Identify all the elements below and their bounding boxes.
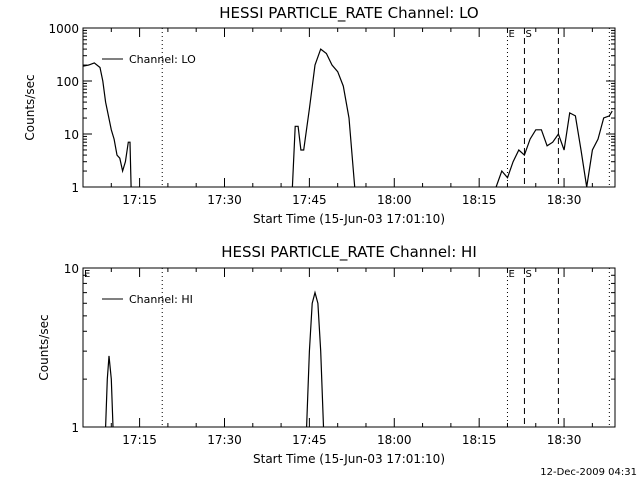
x-tick-label: 18:00 <box>377 193 412 207</box>
legend-label: Channel: HI <box>129 293 193 306</box>
event-marker-label: E <box>508 29 514 40</box>
series-line-segment <box>105 355 114 428</box>
y-axis-label: Counts/sec <box>37 314 51 380</box>
hi-channel-panel: HESSI PARTICLE_RATE Channel: HI Start Tim… <box>37 243 616 466</box>
y-tick-label: 10 <box>64 128 79 142</box>
y-tick-label: 1 <box>71 181 79 195</box>
series-line-segment <box>306 290 325 428</box>
x-tick-label: 18:15 <box>462 193 497 207</box>
plot-frame <box>82 27 616 188</box>
chart-title: HESSI PARTICLE_RATE Channel: HI <box>221 243 477 262</box>
x-tick-label: 18:30 <box>547 193 582 207</box>
event-marker-label: S <box>525 269 531 280</box>
series-line-segment <box>495 110 613 188</box>
y-tick-label: 10 <box>64 262 79 276</box>
y-tick-label: 1 <box>71 421 79 435</box>
series-line-segment <box>291 48 356 188</box>
event-marker-label: E <box>84 269 90 280</box>
y-tick-label: 100 <box>56 75 79 89</box>
y-tick-label: 1000 <box>48 22 79 36</box>
x-tick-label: 17:45 <box>292 193 327 207</box>
x-tick-label: 18:15 <box>462 433 497 447</box>
x-tick-label: 17:30 <box>207 193 242 207</box>
x-tick-label: 17:15 <box>122 433 157 447</box>
x-tick-label: 17:15 <box>122 193 157 207</box>
x-tick-label: 17:45 <box>292 433 327 447</box>
lo-channel-panel: HESSI PARTICLE_RATE Channel: LO Start Tim… <box>23 4 616 226</box>
plot-frame <box>82 267 616 428</box>
chart-title: HESSI PARTICLE_RATE Channel: LO <box>219 4 478 23</box>
x-tick-label: 18:30 <box>547 433 582 447</box>
y-axis-label: Counts/sec <box>23 74 37 140</box>
event-marker-label: S <box>525 29 531 40</box>
footer-timestamp: 12-Dec-2009 04:31 <box>540 467 637 478</box>
x-axis-label: Start Time (15-Jun-03 17:01:10) <box>253 212 445 226</box>
x-tick-label: 17:30 <box>207 433 242 447</box>
x-axis-label: Start Time (15-Jun-03 17:01:10) <box>253 452 445 466</box>
x-tick-label: 18:00 <box>377 433 412 447</box>
legend-label: Channel: LO <box>129 53 196 66</box>
series-line-segment <box>82 62 132 188</box>
event-marker-label: E <box>508 269 514 280</box>
